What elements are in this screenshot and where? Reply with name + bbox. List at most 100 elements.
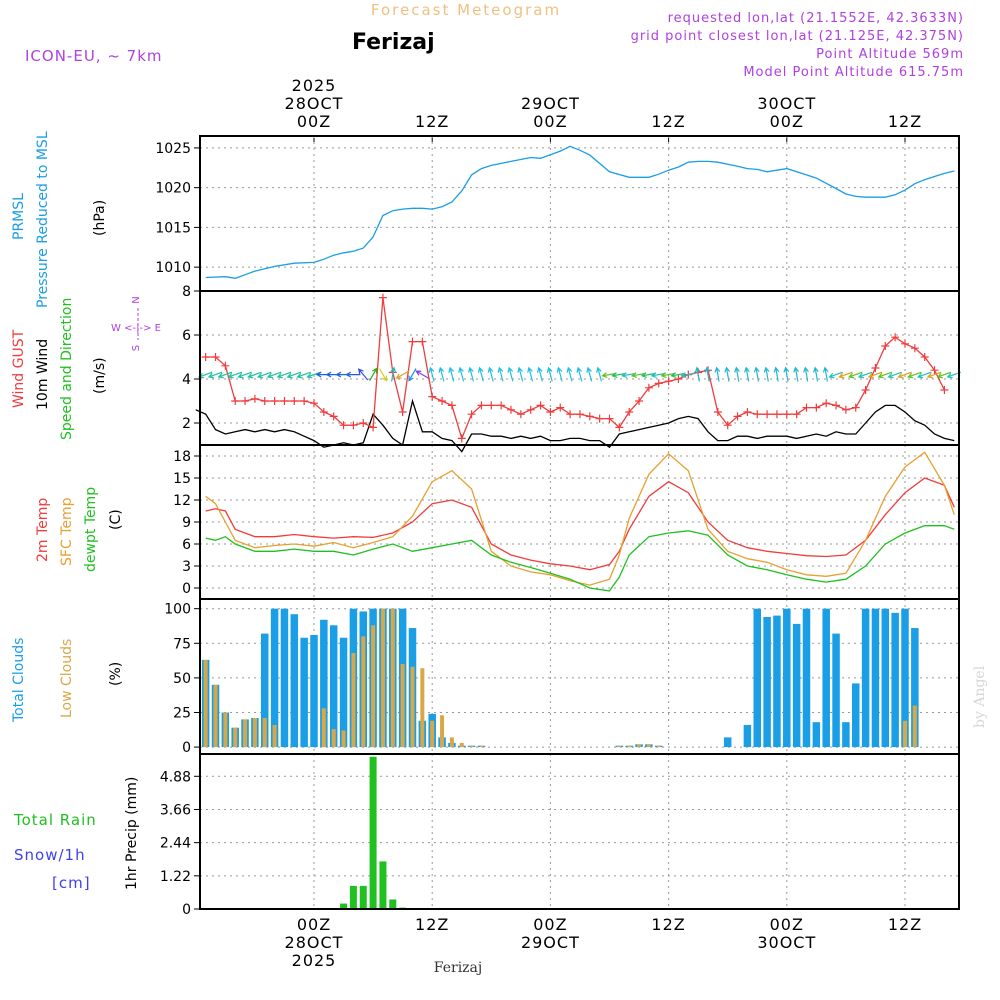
bottom-time-label: 29OCT xyxy=(521,933,580,952)
sfc-temp-label: SFC Temp xyxy=(59,497,75,566)
clouds-ytick-label: 25 xyxy=(173,705,191,721)
total-cloud-bar xyxy=(891,612,899,748)
gust-marker xyxy=(772,410,781,419)
precip-unit: 1hr Precip (mm) xyxy=(124,777,140,890)
wind-direction-arrow xyxy=(428,366,435,382)
temp-ytick-label: 3 xyxy=(182,559,191,575)
low-cloud-bar xyxy=(371,625,376,748)
wind-direction-arrow xyxy=(867,371,883,379)
total-cloud-bar xyxy=(812,722,821,748)
wind-direction-arrow xyxy=(207,371,223,379)
snow-unit: [cm] xyxy=(52,874,91,892)
wind-direction-arrow xyxy=(357,368,369,381)
low-cloud-bar xyxy=(272,724,277,748)
model-altitude: Model Point Altitude 615.75m xyxy=(743,65,964,80)
gust-marker xyxy=(270,397,279,405)
gust-marker xyxy=(674,375,683,383)
gust-marker xyxy=(832,401,841,410)
wind-direction-arrow xyxy=(390,366,397,382)
panels: 1010 1015 1020 1025 2 4 6 8 0 3 6 9 12 15 18 0 25 50 75 100… xyxy=(155,135,962,918)
gust-marker xyxy=(625,408,634,416)
pressure-ytick-label: 1015 xyxy=(155,220,191,236)
low-cloud-bar xyxy=(233,727,238,748)
wind-line xyxy=(195,398,955,453)
rain-bar xyxy=(359,885,367,909)
rain-bar xyxy=(349,885,357,909)
gust-marker xyxy=(526,405,535,414)
wind-direction-arrow xyxy=(744,366,750,382)
low-cloud-bar xyxy=(440,715,445,748)
gust-marker xyxy=(822,399,831,408)
gust-marker xyxy=(713,408,722,416)
dewpt-line xyxy=(205,525,955,592)
wind-direction-arrow xyxy=(487,366,494,382)
pressure-panel: 1010 1015 1020 1025 xyxy=(155,136,959,291)
total-cloud-bar xyxy=(300,637,308,748)
low-cloud-bar xyxy=(656,745,661,748)
supertitle: Forecast Meteogram xyxy=(371,1,561,19)
gust-marker xyxy=(753,410,762,419)
precip-ytick-label: 4.88 xyxy=(160,769,191,785)
wind-direction-arrow xyxy=(897,371,912,379)
bottom-time-label: 00Z xyxy=(533,915,567,934)
total-cloud-bar xyxy=(339,637,348,748)
wind-direction-arrow xyxy=(536,366,543,382)
wind-direction-arrow xyxy=(276,371,292,379)
low-cloud-bar xyxy=(903,720,907,748)
gust-marker xyxy=(536,401,545,410)
gust-marker xyxy=(940,386,949,394)
total-cloud-bar xyxy=(783,608,791,748)
gust-marker xyxy=(398,408,407,416)
temp-ytick-label: 6 xyxy=(182,537,191,553)
wind-direction-arrow xyxy=(803,366,809,382)
low-cloud-bar xyxy=(361,636,366,748)
pressure-ytick-label: 1020 xyxy=(155,181,191,197)
low-cloud-bar xyxy=(627,745,632,748)
total-cloud-bar xyxy=(753,608,761,748)
temp2m-line xyxy=(205,477,955,571)
wind-direction-arrow xyxy=(704,366,711,382)
wind-ytick-label: 4 xyxy=(182,372,191,388)
clouds-ytick-label: 50 xyxy=(173,671,191,687)
gust-marker xyxy=(359,419,368,427)
credit-watermark: by Angel xyxy=(972,665,988,728)
wind-direction-arrow xyxy=(887,371,902,379)
wind-direction-arrow xyxy=(877,371,893,379)
gust-marker xyxy=(339,421,348,430)
wind-direction-arrow xyxy=(256,371,272,379)
wind-direction-arrow xyxy=(468,366,474,382)
temp2m-label: 2m Temp xyxy=(35,498,51,562)
low-cloud-bar xyxy=(243,719,248,748)
top-time-label: 30OCT xyxy=(757,94,816,113)
gust-marker xyxy=(901,339,909,348)
wind-direction-arrow xyxy=(448,366,455,382)
wind-direction-arrow xyxy=(497,366,504,382)
total-cloud-bar xyxy=(911,628,919,748)
top-time-label: 12Z xyxy=(888,112,922,131)
top-time-label: 29OCT xyxy=(521,94,580,113)
wind-direction-arrow xyxy=(907,371,922,379)
wind-direction-arrow xyxy=(753,366,760,382)
low-clouds-label: Low Clouds xyxy=(59,639,75,718)
low-cloud-bar xyxy=(479,745,484,748)
gust-marker xyxy=(241,397,250,405)
gust-marker xyxy=(201,353,210,361)
wind-frame xyxy=(199,290,960,446)
low-cloud-bar xyxy=(459,742,464,748)
gust-marker xyxy=(723,421,732,430)
low-cloud-bar xyxy=(390,608,395,748)
gust-marker xyxy=(851,403,860,412)
total-cloud-bar xyxy=(320,619,328,748)
gust-marker xyxy=(763,410,772,419)
gust-marker xyxy=(349,421,358,430)
gust-marker xyxy=(595,414,604,423)
wind-direction-arrow xyxy=(812,366,819,382)
gust-marker xyxy=(881,342,890,350)
snow-label: Snow/1h xyxy=(14,846,86,864)
bottom-time-label: 00Z xyxy=(297,915,331,934)
gust-marker xyxy=(861,386,870,394)
gust-marker xyxy=(556,403,565,412)
total-cloud-bar xyxy=(290,614,299,748)
gust-marker xyxy=(733,412,742,421)
wind-direction-arrow xyxy=(286,371,302,379)
